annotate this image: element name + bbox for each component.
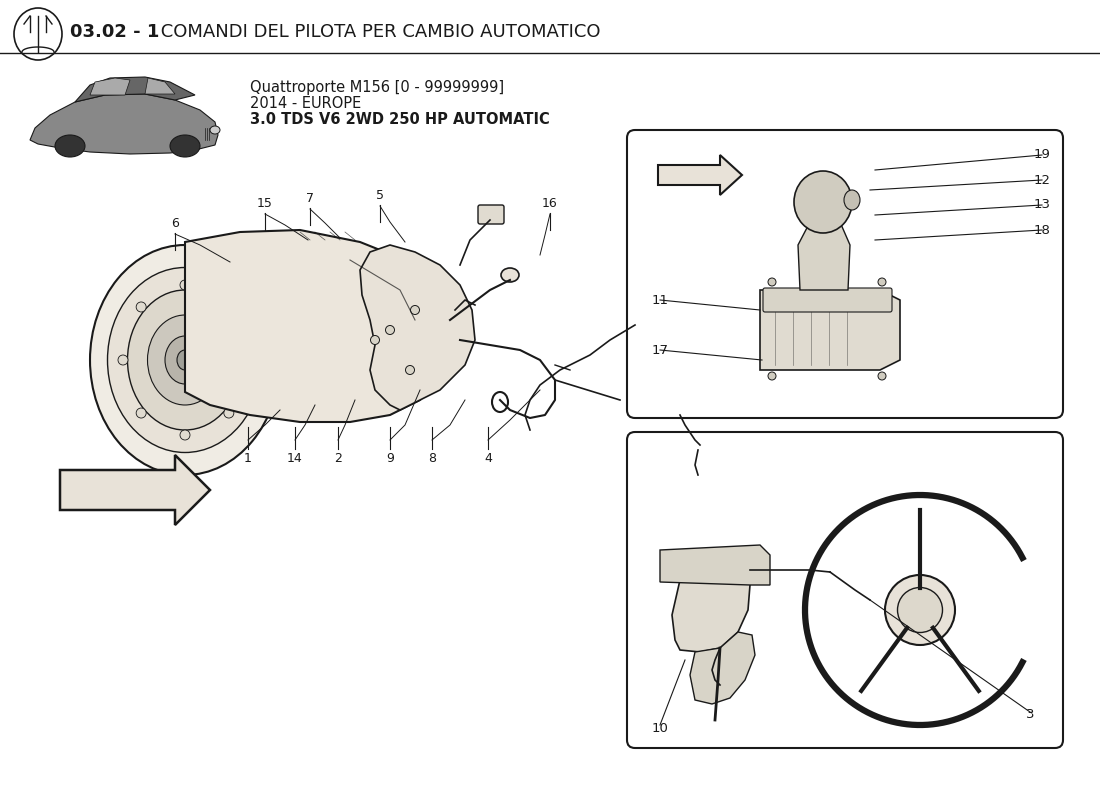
Ellipse shape xyxy=(898,587,943,633)
Text: 5: 5 xyxy=(376,189,384,202)
Text: 9: 9 xyxy=(386,452,394,465)
Ellipse shape xyxy=(165,336,205,384)
Ellipse shape xyxy=(136,302,146,312)
Ellipse shape xyxy=(147,315,222,405)
Ellipse shape xyxy=(128,290,242,430)
Text: 12: 12 xyxy=(1034,174,1050,186)
FancyBboxPatch shape xyxy=(763,288,892,312)
Ellipse shape xyxy=(878,372,886,380)
Text: 11: 11 xyxy=(651,294,669,306)
Polygon shape xyxy=(660,545,770,585)
Polygon shape xyxy=(30,94,218,154)
Ellipse shape xyxy=(768,278,776,286)
Text: 15: 15 xyxy=(257,197,273,210)
Ellipse shape xyxy=(118,355,128,365)
Ellipse shape xyxy=(385,326,395,334)
Ellipse shape xyxy=(410,306,419,314)
Text: 16: 16 xyxy=(542,197,558,210)
Ellipse shape xyxy=(210,126,220,134)
FancyBboxPatch shape xyxy=(478,205,504,224)
Ellipse shape xyxy=(90,245,280,475)
Text: 8: 8 xyxy=(428,452,436,465)
Text: 18: 18 xyxy=(1034,223,1050,237)
Ellipse shape xyxy=(108,267,263,453)
Text: 17: 17 xyxy=(651,343,669,357)
Text: Quattroporte M156 [0 - 99999999]: Quattroporte M156 [0 - 99999999] xyxy=(250,80,504,95)
Ellipse shape xyxy=(886,575,955,645)
FancyBboxPatch shape xyxy=(627,130,1063,418)
Text: 2: 2 xyxy=(334,452,342,465)
Polygon shape xyxy=(90,78,130,95)
Polygon shape xyxy=(360,245,475,410)
Ellipse shape xyxy=(878,278,886,286)
Polygon shape xyxy=(798,220,850,290)
Text: 1: 1 xyxy=(244,452,252,465)
Ellipse shape xyxy=(223,408,234,418)
Ellipse shape xyxy=(180,430,190,440)
Text: 3.0 TDS V6 2WD 250 HP AUTOMATIC: 3.0 TDS V6 2WD 250 HP AUTOMATIC xyxy=(250,112,550,127)
Ellipse shape xyxy=(136,408,146,418)
FancyBboxPatch shape xyxy=(627,432,1063,748)
Text: 10: 10 xyxy=(651,722,669,734)
Polygon shape xyxy=(672,558,750,652)
Ellipse shape xyxy=(242,355,252,365)
Polygon shape xyxy=(658,155,742,195)
Text: 14: 14 xyxy=(287,452,303,465)
FancyBboxPatch shape xyxy=(693,438,722,462)
Text: 13: 13 xyxy=(1034,198,1050,211)
Text: 19: 19 xyxy=(1034,149,1050,162)
Polygon shape xyxy=(75,77,195,102)
Polygon shape xyxy=(185,230,455,422)
Polygon shape xyxy=(145,78,175,94)
Ellipse shape xyxy=(406,366,415,374)
Text: 6: 6 xyxy=(172,217,179,230)
Text: 3: 3 xyxy=(1025,709,1034,722)
Ellipse shape xyxy=(844,190,860,210)
Ellipse shape xyxy=(55,135,85,157)
Text: 2014 - EUROPE: 2014 - EUROPE xyxy=(250,96,361,111)
Ellipse shape xyxy=(177,350,192,370)
Polygon shape xyxy=(60,455,210,525)
Ellipse shape xyxy=(794,171,852,233)
Ellipse shape xyxy=(223,302,234,312)
Text: 03.02 - 1: 03.02 - 1 xyxy=(70,23,160,41)
Ellipse shape xyxy=(180,280,190,290)
Polygon shape xyxy=(690,632,755,704)
Text: COMANDI DEL PILOTA PER CAMBIO AUTOMATICO: COMANDI DEL PILOTA PER CAMBIO AUTOMATICO xyxy=(155,23,601,41)
Text: 7: 7 xyxy=(306,192,313,205)
Ellipse shape xyxy=(371,335,380,345)
Ellipse shape xyxy=(170,135,200,157)
Polygon shape xyxy=(760,290,900,370)
Ellipse shape xyxy=(500,268,519,282)
Ellipse shape xyxy=(768,372,776,380)
Text: 4: 4 xyxy=(484,452,492,465)
